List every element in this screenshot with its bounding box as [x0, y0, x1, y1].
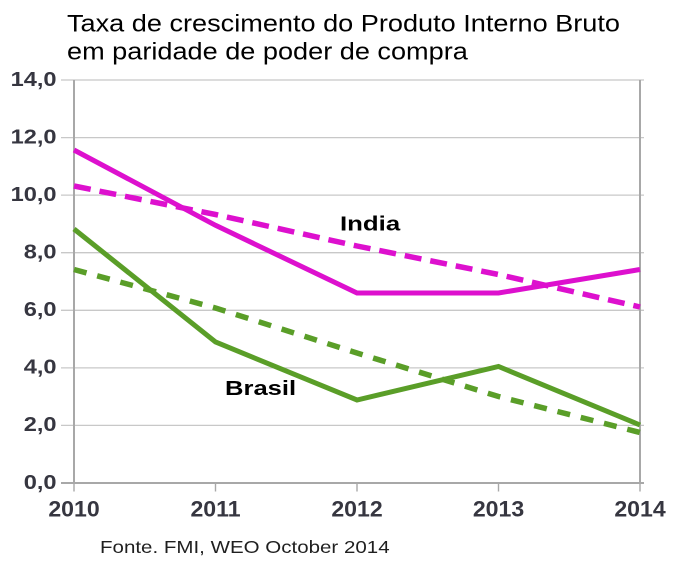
svg-text:India: India	[340, 212, 400, 235]
svg-text:2013: 2013	[473, 497, 524, 521]
svg-text:em paridade de poder de compra: em paridade de poder de compra	[67, 39, 469, 65]
svg-text:2011: 2011	[190, 497, 240, 521]
svg-text:Fonte. FMI, WEO October 2014: Fonte. FMI, WEO October 2014	[100, 538, 390, 558]
svg-text:10,0: 10,0	[11, 183, 57, 206]
svg-text:14,0: 14,0	[11, 68, 57, 91]
svg-text:2012: 2012	[331, 497, 382, 521]
svg-text:Brasil: Brasil	[225, 377, 296, 400]
svg-text:12,0: 12,0	[11, 125, 57, 148]
svg-text:0,0: 0,0	[24, 471, 57, 494]
svg-text:2010: 2010	[48, 497, 99, 521]
svg-text:2,0: 2,0	[24, 413, 57, 436]
svg-text:2014: 2014	[614, 497, 666, 521]
svg-text:4,0: 4,0	[24, 355, 57, 378]
svg-text:6,0: 6,0	[24, 298, 57, 321]
svg-text:8,0: 8,0	[24, 240, 57, 263]
svg-text:Taxa de crescimento do Produto: Taxa de crescimento do Produto Interno B…	[67, 11, 620, 37]
